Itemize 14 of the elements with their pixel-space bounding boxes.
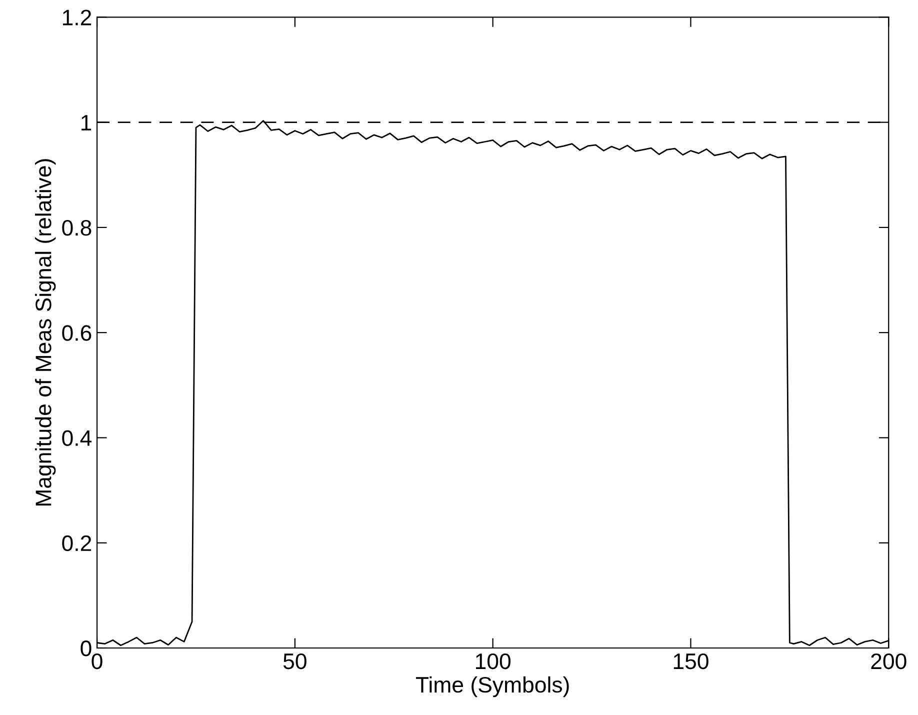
y-tick-label: 1.2 <box>62 10 92 26</box>
x-tick-label: 150 <box>674 653 708 670</box>
y-tick-label: 0.8 <box>62 220 92 236</box>
y-tick-label: 0 <box>80 640 92 656</box>
x-tick-label: 0 <box>92 653 102 670</box>
x-axis-title: Time (Symbols) <box>416 676 569 698</box>
y-tick-label: 1 <box>82 115 92 130</box>
y-axis-title: Magnitude of Meas Signal (relative) <box>35 159 56 506</box>
y-tick-label: 0.6 <box>62 325 92 341</box>
x-tick-label: 200 <box>871 653 906 670</box>
x-tick-label: 50 <box>283 653 306 670</box>
x-tick-label: 100 <box>476 653 510 670</box>
y-tick-label: 0.2 <box>62 535 92 552</box>
y-tick-label: 0.4 <box>62 430 92 446</box>
